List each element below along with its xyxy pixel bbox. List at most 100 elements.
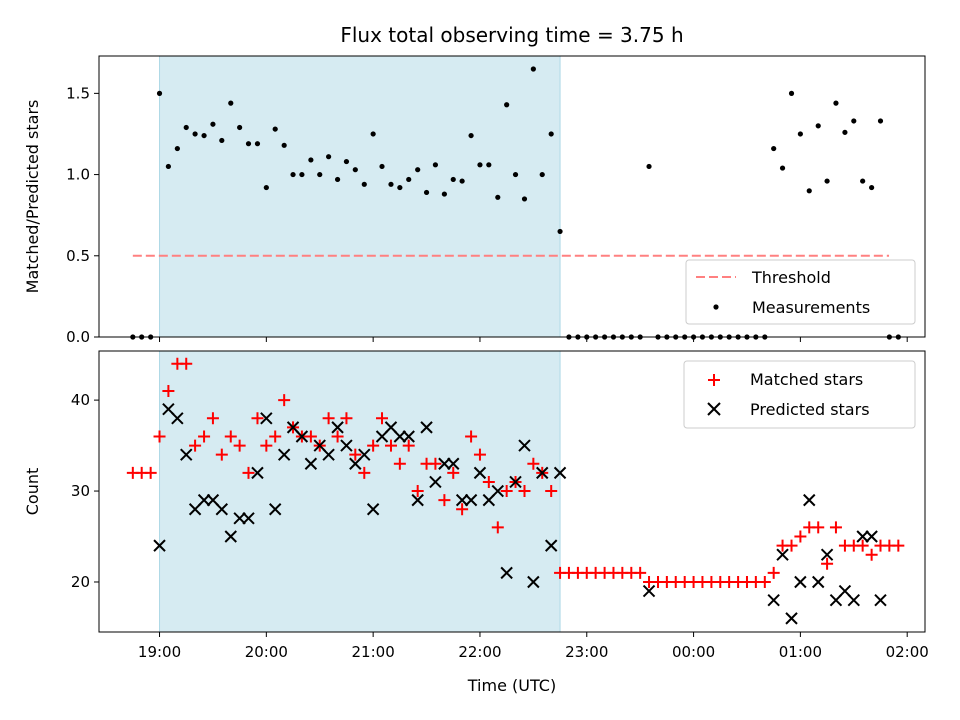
- predicted-star-point: [366, 503, 380, 516]
- legend-matched-label: Matched stars: [750, 370, 863, 389]
- x-tick-label: 01:00: [779, 643, 822, 661]
- measurement-point: [797, 131, 803, 137]
- measurement-point: [441, 191, 447, 197]
- chart-title: Flux total observing time = 3.75 h: [340, 23, 683, 47]
- matched-star-point: [465, 430, 478, 443]
- matched-star-point: [304, 430, 317, 443]
- x-axis-label: Time (UTC): [467, 676, 556, 695]
- matched-star-point: [411, 485, 424, 498]
- predicted-star-point: [304, 457, 318, 470]
- y-tick-label: 30: [71, 482, 90, 500]
- y-tick-label: 20: [71, 573, 90, 591]
- measurement-point: [299, 171, 305, 178]
- matched-star-point: [358, 466, 371, 479]
- measurement-point: [877, 118, 884, 124]
- matched-star-point: [189, 439, 202, 452]
- measurement-point: [548, 131, 554, 137]
- matched-star-point: [829, 521, 842, 534]
- measurement-point: [317, 171, 323, 178]
- matched-star-point: [384, 439, 397, 452]
- x-tick-label: 23:00: [565, 643, 608, 661]
- top-panel-frame: [98, 55, 926, 338]
- predicted-star-point: [224, 530, 237, 543]
- matched-star-point: [331, 430, 344, 443]
- matched-star-point: [892, 539, 905, 552]
- measurement-point: [468, 132, 474, 139]
- bottom-panel: 20 30 40 19:00 20:00 21:00 22:00 23:00 00:00 01:…: [23, 350, 929, 695]
- measurement-point: [210, 121, 216, 127]
- predicted-star-point: [340, 439, 353, 452]
- matched-star-point: [794, 530, 807, 543]
- measurement-point: [237, 124, 243, 131]
- matched-star-point: [482, 475, 495, 488]
- matched-star-point: [153, 430, 166, 443]
- predicted-star-point: [847, 593, 860, 607]
- matched-star-point: [206, 412, 219, 425]
- measurement-point: [557, 228, 563, 235]
- measurement-point: [432, 162, 439, 168]
- measurement-point: [815, 123, 821, 129]
- measurement-point: [326, 154, 332, 160]
- measurement-point: [290, 171, 296, 178]
- measurement-point: [219, 137, 225, 144]
- predicted-star-point: [536, 466, 549, 480]
- matched-star-point: [269, 430, 282, 443]
- measurement-point: [370, 131, 376, 137]
- matched-star-point: [198, 430, 211, 443]
- predicted-star-point: [242, 512, 255, 525]
- measurement-point: [343, 158, 350, 165]
- y-tick-label: 1.5: [66, 84, 90, 102]
- predicted-star-point: [553, 466, 567, 480]
- measurement-point: [486, 162, 492, 168]
- predicted-star-point: [393, 430, 407, 443]
- predicted-star-point: [153, 539, 166, 552]
- matched-star-point: [215, 448, 228, 461]
- predicted-star-point: [420, 421, 433, 434]
- predicted-star-point: [767, 593, 780, 607]
- legend-measurements-label: Measurements: [752, 298, 870, 317]
- measurement-point: [423, 189, 430, 196]
- predicted-star-point: [268, 503, 282, 516]
- measurement-point: [156, 90, 163, 96]
- matched-star-point: [322, 412, 335, 425]
- predicted-star-point: [473, 466, 487, 480]
- predicted-star-point: [794, 575, 807, 589]
- predicted-star-point: [438, 457, 451, 470]
- bottom-panel-y-axis-label: Count: [23, 468, 42, 516]
- measurement-point: [806, 188, 812, 194]
- predicted-star-point: [527, 575, 540, 589]
- matched-star-point: [438, 494, 451, 507]
- measurement-point: [174, 145, 180, 152]
- measurement-point: [272, 126, 278, 132]
- predicted-star-point: [295, 430, 309, 443]
- predicted-star-point: [865, 530, 878, 543]
- x-tick-label: 22:00: [458, 643, 501, 661]
- measurement-point: [245, 141, 252, 147]
- x-tick-label: 00:00: [672, 643, 715, 661]
- measurement-point: [646, 163, 652, 170]
- matched-star-point: [278, 394, 291, 407]
- matched-star-point: [349, 448, 362, 461]
- matched-star-point: [242, 466, 255, 479]
- measurement-point: [504, 102, 510, 108]
- predicted-star-point: [260, 412, 273, 425]
- measurement-point: [459, 178, 465, 184]
- top-panel: 0.0 0.5 1.0 1.5 Matched/Predicted stars Thr…: [23, 55, 926, 346]
- measurement-point: [263, 184, 269, 191]
- measurement-point: [824, 178, 830, 184]
- measurement-point: [842, 129, 848, 135]
- predicted-star-point: [509, 475, 522, 489]
- matched-star-point: [500, 485, 513, 498]
- measurement-point: [361, 181, 367, 187]
- matched-star-point: [634, 566, 647, 579]
- measurement-point: [833, 100, 839, 106]
- predicted-star-point: [233, 512, 246, 525]
- matched-star-point: [491, 521, 504, 534]
- measurement-point: [530, 66, 536, 72]
- matched-star-point: [367, 439, 380, 452]
- predicted-star-point: [776, 548, 789, 561]
- top-panel-legend: Threshold Measurements: [685, 259, 916, 325]
- measurement-point: [165, 163, 171, 170]
- predicted-star-point: [785, 612, 798, 625]
